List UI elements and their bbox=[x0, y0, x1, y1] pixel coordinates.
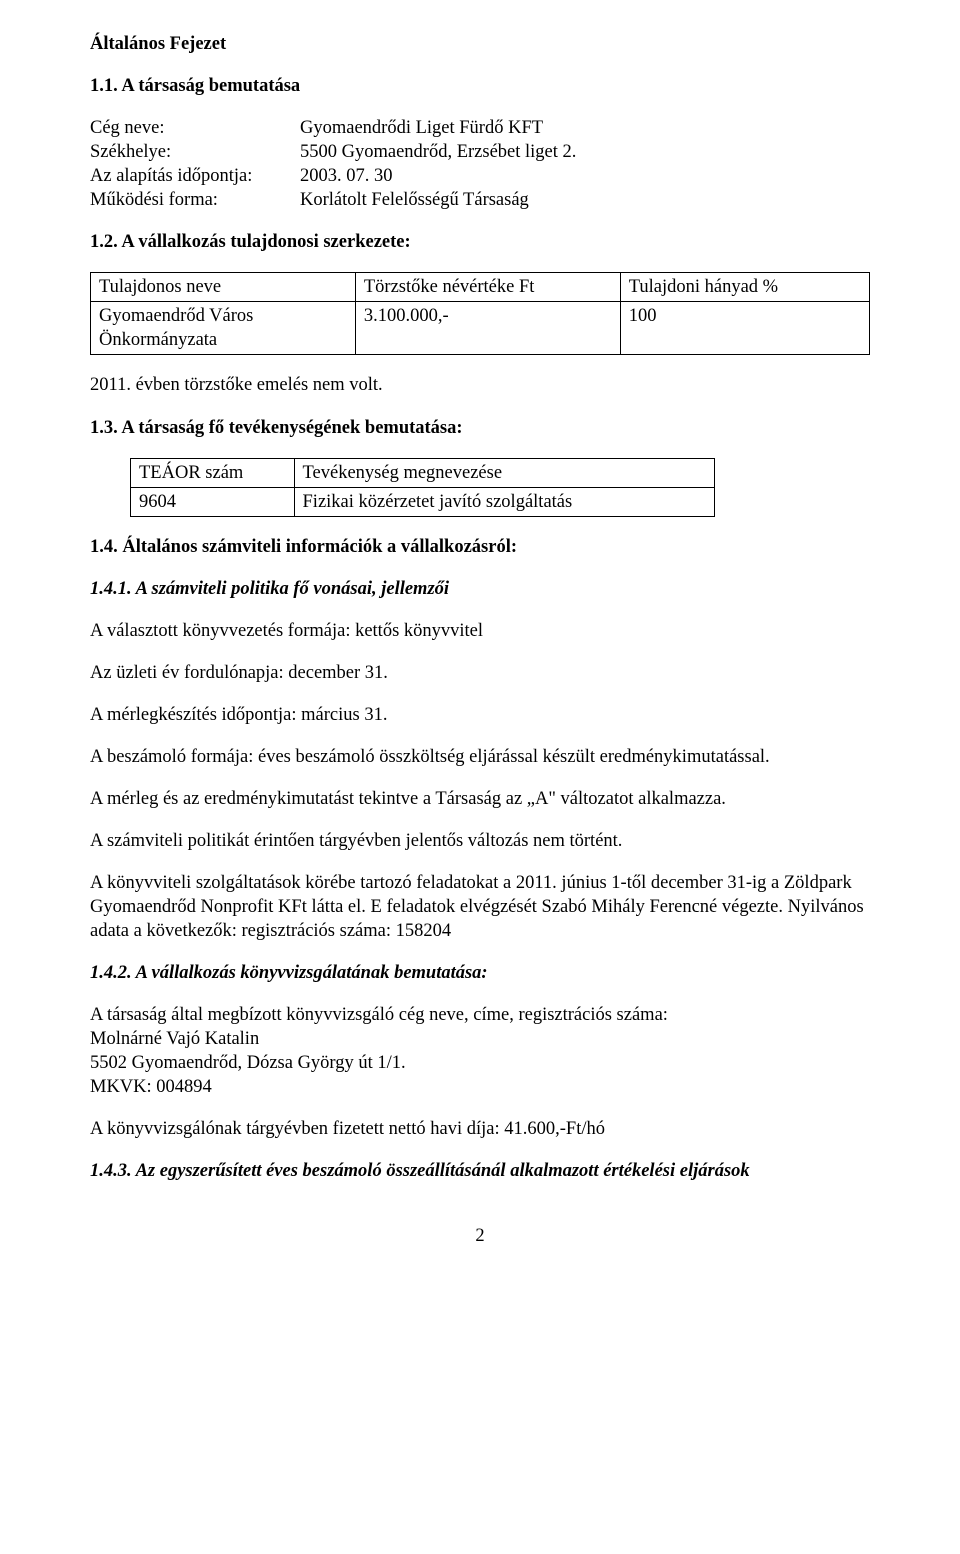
owner-header-name: Tulajdonos neve bbox=[91, 273, 356, 302]
variant-note: A mérleg és az eredménykimutatást tekint… bbox=[90, 787, 870, 811]
company-seat-value: 5500 Gyomaendrőd, Erzsébet liget 2. bbox=[300, 140, 870, 164]
owner-header-capital: Törzstőke névértéke Ft bbox=[355, 273, 620, 302]
owner-share-cell: 100 bbox=[620, 302, 869, 355]
section-1-1-title: 1.1. A társaság bemutatása bbox=[90, 74, 870, 98]
auditor-name: Molnárné Vajó Katalin bbox=[90, 1027, 870, 1051]
auditor-mkvk: MKVK: 004894 bbox=[90, 1075, 870, 1099]
activity-code-cell: 9604 bbox=[131, 487, 295, 516]
policy-change-note: A számviteli politikát érintően tárgyévb… bbox=[90, 829, 870, 853]
owner-table: Tulajdonos neve Törzstőke névértéke Ft T… bbox=[90, 272, 870, 355]
company-founded-value: 2003. 07. 30 bbox=[300, 164, 870, 188]
section-1-4-2-title: 1.4.2. A vállalkozás könyvvizsgálatának … bbox=[90, 961, 870, 985]
owner-name-line1: Gyomaendrőd Város bbox=[99, 306, 253, 326]
company-name-value: Gyomaendrődi Liget Fürdő KFT bbox=[300, 116, 870, 140]
company-seat-label: Székhelye: bbox=[90, 140, 300, 164]
company-name-label: Cég neve: bbox=[90, 116, 300, 140]
owner-header-share: Tulajdoni hányad % bbox=[620, 273, 869, 302]
section-1-3-title: 1.3. A társaság fő tevékenységének bemut… bbox=[90, 416, 870, 440]
bookkeeping-services-note: A könyvviteli szolgáltatások körébe tart… bbox=[90, 871, 870, 943]
activity-header-name: Tevékenység megnevezése bbox=[294, 458, 714, 487]
table-header-row: Tulajdonos neve Törzstőke névértéke Ft T… bbox=[91, 273, 870, 302]
auditor-intro: A társaság által megbízott könyvvizsgáló… bbox=[90, 1003, 870, 1027]
owner-name-line2: Önkormányzata bbox=[99, 330, 217, 350]
table-row: Gyomaendrőd Város Önkormányzata 3.100.00… bbox=[91, 302, 870, 355]
chapter-title: Általános Fejezet bbox=[90, 32, 870, 56]
report-form: A beszámoló formája: éves beszámoló össz… bbox=[90, 745, 870, 769]
report-preparation-date: A mérlegkészítés időpontja: március 31. bbox=[90, 703, 870, 727]
auditor-fee: A könyvvizsgálónak tárgyévben fizetett n… bbox=[90, 1117, 870, 1141]
bookkeeping-form: A választott könyvvezetés formája: kettő… bbox=[90, 619, 870, 643]
activity-name-cell: Fizikai közérzetet javító szolgáltatás bbox=[294, 487, 714, 516]
company-info-block: Cég neve: Gyomaendrődi Liget Fürdő KFT S… bbox=[90, 116, 870, 212]
section-1-2-title: 1.2. A vállalkozás tulajdonosi szerkezet… bbox=[90, 230, 870, 254]
activity-table: TEÁOR szám Tevékenység megnevezése 9604 … bbox=[130, 458, 715, 517]
balance-date: Az üzleti év fordulónapja: december 31. bbox=[90, 661, 870, 685]
activity-header-code: TEÁOR szám bbox=[131, 458, 295, 487]
section-1-4-1-title: 1.4.1. A számviteli politika fő vonásai,… bbox=[90, 577, 870, 601]
section-1-4-title: 1.4. Általános számviteli információk a … bbox=[90, 535, 870, 559]
owner-name-cell: Gyomaendrőd Város Önkormányzata bbox=[91, 302, 356, 355]
table-header-row: TEÁOR szám Tevékenység megnevezése bbox=[131, 458, 715, 487]
section-1-4-3-title: 1.4.3. Az egyszerűsített éves beszámoló … bbox=[90, 1159, 870, 1183]
owner-capital-cell: 3.100.000,- bbox=[355, 302, 620, 355]
share-capital-note: 2011. évben törzstőke emelés nem volt. bbox=[90, 373, 870, 397]
company-form-label: Működési forma: bbox=[90, 188, 300, 212]
company-form-value: Korlátolt Felelősségű Társaság bbox=[300, 188, 870, 212]
page-number: 2 bbox=[90, 1224, 870, 1248]
table-row: 9604 Fizikai közérzetet javító szolgálta… bbox=[131, 487, 715, 516]
auditor-address: 5502 Gyomaendrőd, Dózsa György út 1/1. bbox=[90, 1051, 870, 1075]
company-founded-label: Az alapítás időpontja: bbox=[90, 164, 300, 188]
